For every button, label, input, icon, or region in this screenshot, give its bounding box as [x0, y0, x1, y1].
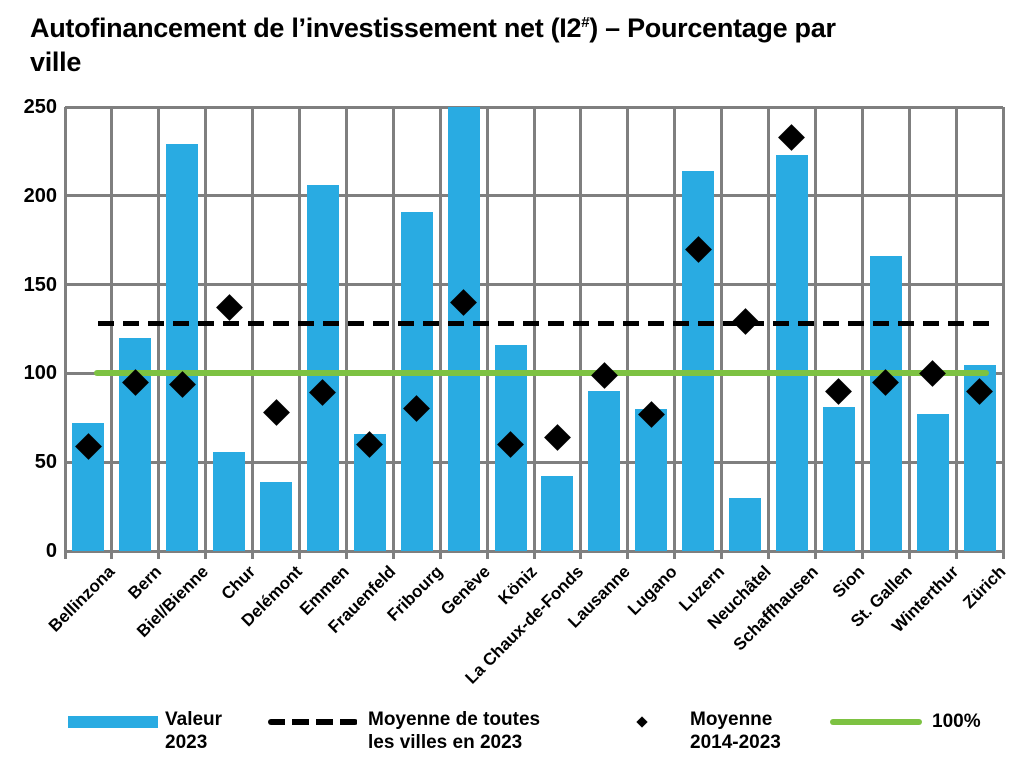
x-label-sion: Sion — [829, 562, 869, 602]
x-axis-tick — [720, 551, 724, 559]
gridline-vertical — [438, 107, 442, 551]
x-axis-tick — [110, 551, 114, 559]
bar-sion — [822, 407, 855, 551]
x-axis-tick — [673, 551, 677, 559]
gridline-vertical — [485, 107, 489, 551]
x-axis-tick — [485, 551, 489, 559]
x-axis-tick — [63, 551, 67, 559]
x-axis-tick — [251, 551, 255, 559]
gridline-vertical — [391, 107, 395, 551]
gridline-vertical — [673, 107, 677, 551]
x-axis-tick — [860, 551, 864, 559]
gridline-vertical — [626, 107, 630, 551]
x-label-bern: Bern — [124, 562, 166, 603]
y-tick-label: 250 — [23, 96, 57, 118]
bar-del-mont — [260, 481, 293, 551]
gridline-vertical — [813, 107, 817, 551]
x-label-gen-ve: Genève — [436, 562, 494, 619]
y-tick-label: 50 — [34, 451, 57, 474]
bar-neuch-tel — [729, 497, 762, 551]
x-axis-tick — [438, 551, 442, 559]
bar-biel-bienne — [166, 144, 199, 551]
x-axis-tick — [1001, 551, 1005, 559]
chart-title: Autofinancement de l’investissement net … — [30, 6, 836, 79]
x-axis-tick — [204, 551, 208, 559]
bar-winterthur — [916, 414, 949, 551]
title-line2: ville — [30, 47, 82, 77]
gridline-vertical — [251, 107, 255, 551]
gridline-vertical — [110, 107, 114, 551]
gridline-vertical — [1001, 107, 1005, 551]
bar-la-chaux-de-fonds — [541, 476, 574, 551]
gridline-vertical — [907, 107, 911, 551]
bar-gen-ve — [447, 107, 480, 551]
gridline-vertical — [157, 107, 161, 551]
x-label-z-rich: Zürich — [959, 562, 1010, 613]
gridline-vertical — [720, 107, 724, 551]
bar-lausanne — [588, 391, 621, 551]
diamond-winterthur — [919, 359, 947, 387]
x-axis-tick — [579, 551, 583, 559]
legend-green-line-swatch — [830, 719, 922, 725]
x-axis-tick — [767, 551, 770, 559]
x-axis-tick — [298, 551, 301, 559]
x-label-lugano: Lugano — [624, 562, 682, 619]
legend-label-100pct: 100% — [932, 711, 981, 732]
diamond-sion — [825, 377, 853, 405]
title-text: Autofinancement de l’investissement net … — [30, 13, 582, 43]
gridline-vertical — [860, 107, 864, 551]
gridline-vertical — [344, 107, 348, 551]
y-tick-label: 150 — [23, 273, 57, 296]
title-text-cont: ) – Pourcentage par — [589, 13, 836, 43]
diamond-la-chaux-de-fonds — [544, 423, 571, 451]
bar-luzern — [682, 170, 715, 551]
x-axis-tick — [344, 551, 348, 559]
diamond-lausanne — [590, 361, 618, 389]
gridline-vertical — [954, 107, 958, 551]
legend-label-moyenne-2014-2023: Moyenne 2014-2023 — [690, 709, 781, 753]
gridline-vertical — [532, 107, 536, 551]
bar-lugano — [635, 408, 668, 551]
x-axis-tick — [907, 551, 911, 559]
gridline-vertical — [63, 107, 67, 551]
x-label-schaffhausen: Schaffhausen — [729, 562, 822, 655]
diamond-del-mont — [262, 399, 290, 426]
x-axis-tick — [532, 551, 536, 559]
legend-bar-swatch — [68, 716, 158, 728]
x-axis-tick — [157, 551, 161, 559]
x-axis-tick — [954, 551, 958, 559]
diamond-schaffhausen — [778, 123, 806, 151]
y-tick-label: 100 — [23, 362, 57, 385]
x-label-bellinzona: Bellinzona — [44, 562, 119, 636]
title-superscript: # — [581, 14, 590, 31]
diamond-chur — [215, 294, 243, 322]
bar-chur — [213, 451, 246, 551]
x-label-chur: Chur — [217, 562, 260, 604]
x-axis-tick — [391, 551, 395, 559]
legend-label-valeur: Valeur 2023 — [165, 709, 223, 753]
legend-label-moyenne-villes: Moyenne de toutes les villes en 2023 — [368, 709, 541, 753]
diamond-neuch-tel — [731, 308, 759, 336]
bar-st-gallen — [869, 256, 902, 551]
gridline-vertical — [767, 107, 770, 551]
bar-schaffhausen — [775, 154, 808, 551]
gridline-vertical — [298, 107, 301, 551]
average-dashed-line — [98, 321, 990, 327]
gridline-vertical — [204, 107, 208, 551]
legend-dashed-swatch — [268, 719, 358, 725]
y-tick-label: 0 — [45, 540, 57, 562]
gridline-vertical — [579, 107, 583, 551]
reference-line-100pct — [94, 370, 989, 377]
x-axis-tick — [626, 551, 630, 559]
x-axis-tick — [813, 551, 817, 559]
bar-emmen — [306, 185, 339, 551]
bar-fribourg — [400, 211, 433, 551]
y-tick-label: 200 — [23, 184, 57, 207]
